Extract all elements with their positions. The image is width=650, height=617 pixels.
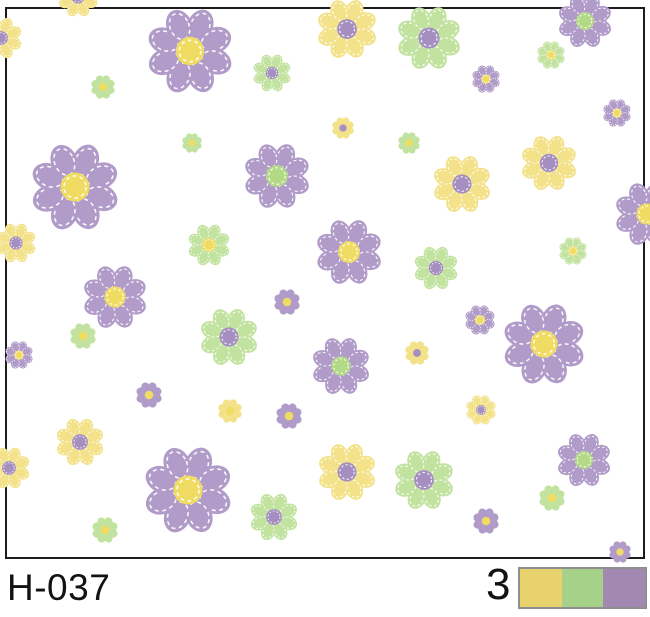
color-swatch-bar [518, 567, 647, 609]
flower-yellow [434, 156, 490, 212]
flower-yellow [218, 399, 242, 423]
flower-yellow [0, 17, 22, 59]
flower-green [250, 493, 298, 541]
flower-purple [148, 9, 232, 93]
flower-green [91, 75, 115, 99]
flower-purple [5, 341, 33, 369]
flower-green [182, 133, 202, 153]
flower-purple [317, 220, 381, 284]
flower-yellow [318, 0, 376, 58]
flower-purple [313, 338, 369, 394]
flower-purple [558, 434, 610, 486]
flower-purple [136, 382, 162, 408]
flower-purple [274, 289, 300, 315]
flower-yellow [332, 117, 354, 139]
flower-green [414, 246, 458, 290]
flower-yellow [319, 444, 375, 500]
pattern-svg [0, 0, 650, 563]
flower-green [253, 54, 291, 92]
flower-purple [245, 144, 309, 208]
flower-green [398, 132, 420, 154]
flower-yellow [522, 136, 576, 190]
flower-purple [84, 266, 146, 328]
flower-green [537, 41, 565, 69]
color-swatch-yellow [520, 569, 562, 607]
flower-green [188, 224, 230, 266]
flower-green [559, 237, 587, 265]
flower-green [539, 485, 565, 511]
flower-purple [559, 0, 611, 47]
flower-purple [616, 183, 650, 245]
flower-green [201, 309, 257, 365]
flower-yellow [0, 447, 30, 489]
flower-yellow [405, 341, 429, 365]
flower-yellow [466, 395, 496, 425]
flower-purple [609, 541, 631, 563]
flower-purple [472, 65, 500, 93]
flower-purple [276, 403, 302, 429]
flowers-layer [0, 0, 650, 563]
flower-yellow [58, 0, 98, 17]
product-code: H-037 [7, 567, 111, 608]
flower-purple [32, 144, 118, 230]
flower-green [70, 323, 96, 349]
color-swatch-purple [603, 569, 646, 607]
flower-green [395, 451, 453, 509]
flower-purple [473, 508, 499, 534]
pattern-frame-border [5, 7, 645, 559]
colorway-count: 3 [486, 560, 511, 609]
color-swatch-green [561, 569, 604, 607]
flower-yellow [56, 418, 104, 466]
flower-purple [465, 305, 495, 335]
flower-purple [603, 99, 631, 127]
flower-purple [504, 304, 584, 384]
flower-purple [145, 447, 231, 533]
flower-green [398, 7, 460, 69]
flower-yellow [0, 223, 36, 263]
flower-green [92, 517, 118, 543]
